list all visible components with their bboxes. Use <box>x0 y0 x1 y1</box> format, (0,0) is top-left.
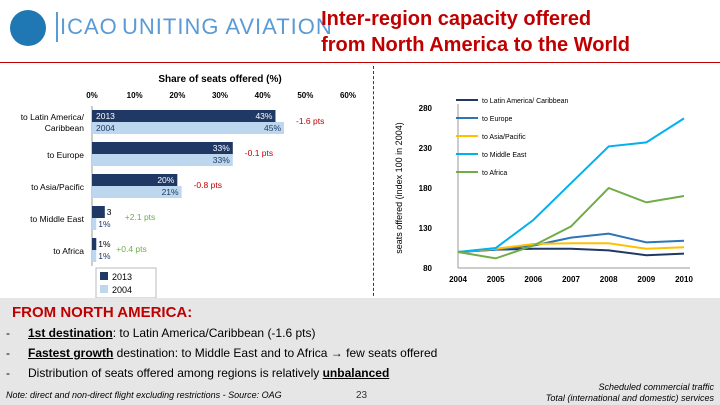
bullet-2-text: destination: to Middle East and to Afric… <box>113 346 438 360</box>
bar-2004 <box>92 154 233 166</box>
traffic-note-line-2: Total (international and domestic) servi… <box>545 393 714 403</box>
y-tick-label: 80 <box>423 264 432 273</box>
data-label-2004: 45% <box>264 123 281 133</box>
traffic-note: Scheduled commercial traffic Total (inte… <box>546 382 714 404</box>
x-tick-label: 2007 <box>562 275 580 284</box>
bar-2013 <box>92 142 233 154</box>
change-annotation: +0.4 pts <box>116 244 146 254</box>
x-tick-label: 2008 <box>600 275 618 284</box>
bar-2013 <box>92 110 276 122</box>
x-tick-label: 40% <box>255 91 271 100</box>
logo-subtitle: UNITING AVIATION <box>122 14 333 39</box>
data-label-2013: 43% <box>255 111 272 121</box>
category-label: to Asia/Pacific <box>31 182 85 192</box>
legend-label-2004: 2004 <box>112 285 132 295</box>
change-annotation: +2.1 pts <box>125 212 155 222</box>
line-chart-svg: seats offered (index 100 in 2004) 80 130 18… <box>394 98 693 284</box>
bullet-1-bold: 1st destination <box>28 326 113 340</box>
page-number: 23 <box>356 390 368 401</box>
y-tick-label: 280 <box>419 104 433 113</box>
x-tick-label: 2009 <box>637 275 655 284</box>
y-tick-label: 180 <box>419 184 433 193</box>
legend-label: to Europe <box>482 116 512 123</box>
bullet-1: -1st destination: to Latin America/Carib… <box>6 326 316 340</box>
y-tick-label: 230 <box>419 144 433 153</box>
source-note: Note: direct and non-direct flight exclu… <box>6 390 282 400</box>
bullet-1-text: : to Latin America/Caribbean (-1.6 pts) <box>112 326 316 340</box>
change-annotation: -1.6 pts <box>296 116 324 126</box>
x-tick-label: 10% <box>127 91 143 100</box>
data-label-2004: 33% <box>213 155 230 165</box>
header: ICAO UNITING AVIATION Inter-region capac… <box>0 0 720 62</box>
bar-2004 <box>92 218 97 230</box>
legend-swatch-2013 <box>100 272 108 280</box>
bullet-3-text: Distribution of seats offered among regi… <box>28 366 323 380</box>
summary-panel: FROM NORTH AMERICA: -1st destination: to… <box>0 298 720 405</box>
series-line <box>457 117 685 253</box>
bar-2004 <box>92 250 97 262</box>
bullet-2-bold: Fastest growth <box>28 346 114 360</box>
x-tick-label: 2005 <box>487 275 505 284</box>
x-tick-label: 2004 <box>449 275 467 284</box>
header-rule <box>0 62 720 63</box>
legend-swatch-2004 <box>100 285 108 293</box>
bar-2013 <box>92 206 105 218</box>
bar-2004 <box>92 122 284 134</box>
share-bar-chart: Share of seats offered (%) 0% 10% 20% 30% 40%… <box>0 66 372 306</box>
legend-label: to Middle East <box>482 152 526 159</box>
bar-chart-svg: Share of seats offered (%) 0% 10% 20% 30% 40%… <box>21 74 356 299</box>
index-line-chart: seats offered (index 100 in 2004) 80 130 18… <box>378 66 720 306</box>
category-label: to Latin America/ <box>21 112 85 122</box>
series-label-2013: 2013 <box>96 111 115 121</box>
x-tick-label: 20% <box>169 91 185 100</box>
category-label: to Middle East <box>30 214 84 224</box>
data-label-2013: 33% <box>213 143 230 153</box>
x-tick-label: 2006 <box>524 275 542 284</box>
bar-2004 <box>92 186 182 198</box>
y-axis-label: seats offered (index 100 in 2004) <box>394 122 404 253</box>
change-annotation: -0.8 pts <box>194 180 222 190</box>
category-label: to Europe <box>47 150 84 160</box>
bar-2013 <box>92 174 178 186</box>
x-tick-label: 0% <box>86 91 98 100</box>
x-tick-label: 30% <box>212 91 228 100</box>
traffic-note-line-1: Scheduled commercial traffic <box>598 382 714 392</box>
category-label: to Africa <box>53 246 84 256</box>
bullet-3: - Distribution of seats offered among reg… <box>6 366 390 380</box>
data-label-2004: 1% <box>98 251 111 261</box>
summary-heading: FROM NORTH AMERICA: <box>12 304 193 321</box>
x-tick-label: 2010 <box>675 275 693 284</box>
logo-text: ICAO <box>60 14 118 39</box>
data-label-2013: 1% <box>98 239 111 249</box>
series-line <box>457 186 685 260</box>
slide-title: Inter-region capacity offered from North… <box>321 6 630 58</box>
title-line-2: from North America to the World <box>321 34 630 56</box>
x-tick-label: 50% <box>297 91 313 100</box>
bar-2013 <box>92 238 97 250</box>
category-label: Caribbean <box>45 123 84 133</box>
bar-chart-title: Share of seats offered (%) <box>158 74 281 85</box>
legend-label: to Africa <box>482 170 507 177</box>
x-tick-label: 60% <box>340 91 356 100</box>
icao-emblem-icon <box>10 10 46 46</box>
chart-divider <box>373 66 374 306</box>
bullet-3-bold: unbalanced <box>322 366 390 380</box>
title-line-1: Inter-region capacity offered <box>321 8 592 30</box>
legend-label: to Latin America/ Caribbean <box>482 98 568 105</box>
data-label-2004: 21% <box>162 187 179 197</box>
data-label-2013: 20% <box>157 175 174 185</box>
y-tick-label: 130 <box>419 224 433 233</box>
legend-label: to Asia/Pacific <box>482 134 526 141</box>
series-label-2004: 2004 <box>96 123 115 133</box>
data-label-2013: 3 <box>107 207 112 217</box>
bullet-2: - Fastest growth destination: to Middle E… <box>6 346 438 360</box>
legend-label-2013: 2013 <box>112 272 132 282</box>
data-label-2004: 1% <box>98 219 111 229</box>
logo-divider <box>56 12 58 42</box>
change-annotation: -0.1 pts <box>245 148 273 158</box>
